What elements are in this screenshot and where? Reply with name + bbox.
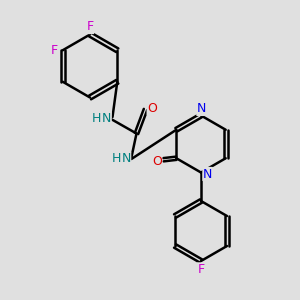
Text: F: F bbox=[197, 263, 205, 276]
Text: F: F bbox=[51, 44, 58, 57]
Text: N: N bbox=[203, 167, 212, 181]
Text: N: N bbox=[102, 112, 111, 125]
Text: F: F bbox=[86, 20, 94, 34]
Text: H: H bbox=[112, 152, 121, 166]
Text: N: N bbox=[121, 152, 131, 166]
Text: O: O bbox=[147, 101, 157, 115]
Text: N: N bbox=[197, 102, 206, 116]
Text: H: H bbox=[92, 112, 102, 125]
Text: O: O bbox=[152, 155, 162, 168]
